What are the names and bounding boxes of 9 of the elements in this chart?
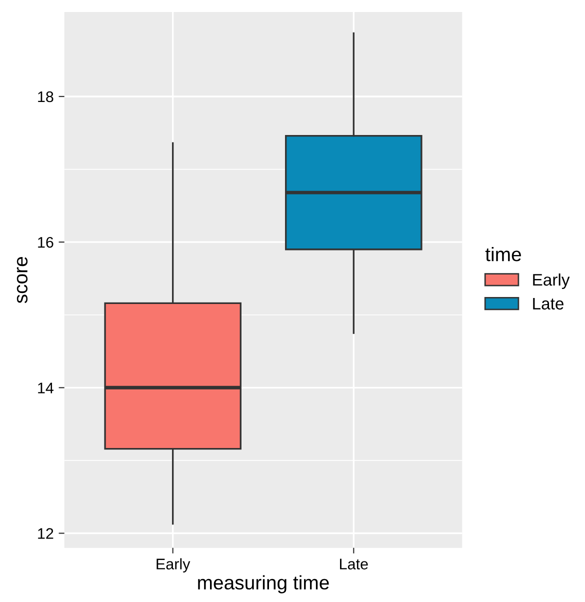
legend-label: Early — [533, 273, 570, 289]
y-tick-label: 14 — [38, 382, 54, 394]
y-tick-label: 12 — [38, 528, 54, 539]
legend-label: Late — [533, 298, 564, 310]
legend-title: time — [485, 246, 521, 262]
y-tick-label: 18 — [38, 91, 54, 102]
y-axis-title: score — [16, 257, 28, 304]
x-axis-title: measuring time — [198, 575, 329, 594]
y-tick-label: 16 — [38, 236, 54, 248]
